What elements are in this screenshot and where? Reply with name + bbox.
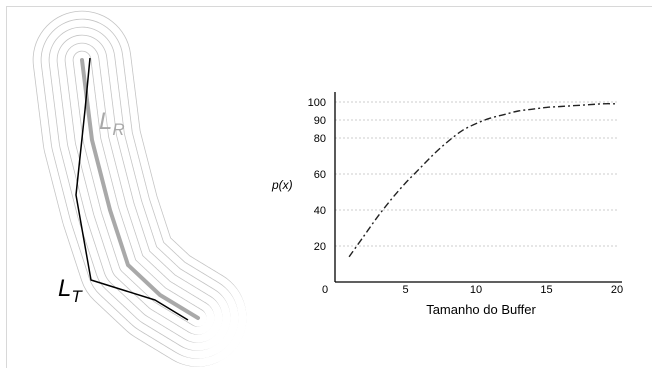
line-lt (75, 57, 189, 321)
x-tick-20: 20 (611, 284, 623, 296)
chart-gridlines (335, 101, 617, 247)
x-tick-5: 5 (402, 284, 408, 296)
label-lr: LR (99, 108, 125, 139)
x-tick-labels: 0 5 10 15 20 (322, 284, 623, 296)
buffer-diagram: LR LT (32, 10, 248, 368)
x-axis-label: Tamanho do Buffer (426, 302, 536, 317)
figure-frame (6, 6, 652, 368)
label-lt: LT (58, 275, 83, 306)
x-tick-10: 10 (470, 284, 482, 296)
chart: 20 40 60 80 90 100 0 5 10 15 20 p(x) Tamanho do B… (271, 92, 623, 317)
y-tick-80: 80 (314, 133, 326, 145)
y-axis-label: p(x) (271, 178, 293, 192)
series-line (348, 103, 618, 258)
buffer-rings (32, 10, 248, 368)
line-lr (80, 58, 200, 320)
y-tick-90: 90 (314, 115, 326, 127)
x-tick-15: 15 (540, 284, 552, 296)
x-tick-0: 0 (322, 284, 328, 296)
y-tick-100: 100 (308, 97, 326, 109)
y-tick-60: 60 (314, 169, 326, 181)
y-tick-40: 40 (314, 205, 326, 217)
y-tick-labels: 20 40 60 80 90 100 (308, 97, 326, 253)
y-tick-20: 20 (314, 241, 326, 253)
